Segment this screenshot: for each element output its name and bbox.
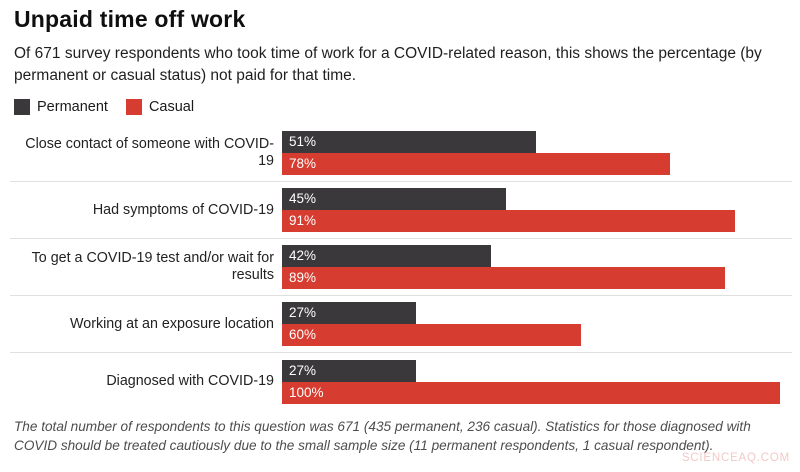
chart-subtitle: Of 671 survey respondents who took time … bbox=[14, 45, 762, 84]
watermark: SCIENCEAQ.COM bbox=[681, 452, 790, 464]
chart-row: Diagnosed with COVID-19 27% 100% bbox=[10, 353, 792, 410]
chart-row: To get a COVID-19 test and/or wait for r… bbox=[10, 239, 792, 296]
chart-row: Working at an exposure location 27% 60% bbox=[10, 296, 792, 353]
casual-bar: 60% bbox=[282, 324, 581, 346]
legend-item-label: Permanent bbox=[37, 99, 108, 115]
permanent-bar: 51% bbox=[282, 131, 536, 153]
casual-bar: 89% bbox=[282, 267, 725, 289]
chart-legend: Permanent Casual bbox=[14, 99, 194, 115]
casual-bar: 91% bbox=[282, 210, 735, 232]
legend-item-label: Casual bbox=[148, 99, 195, 115]
casual-bar: 78% bbox=[282, 153, 670, 175]
bar-group: 45% 91% bbox=[282, 188, 782, 232]
bar-group: 27% 60% bbox=[282, 302, 782, 346]
legend-swatch-icon bbox=[14, 99, 30, 115]
legend-item: Permanent bbox=[14, 99, 108, 115]
category-label: Diagnosed with COVID-19 bbox=[106, 373, 274, 389]
legend-item: Casual bbox=[125, 99, 195, 115]
permanent-bar: 42% bbox=[282, 245, 491, 267]
chart-footnote: The total number of respondents to this … bbox=[14, 419, 751, 453]
bar-group: 27% 100% bbox=[282, 359, 782, 404]
chart-title: Unpaid time off work bbox=[14, 6, 246, 32]
casual-bar: 100% bbox=[282, 381, 780, 404]
legend-swatch-icon bbox=[125, 99, 142, 115]
chart-row: Had symptoms of COVID-19 45% 91% bbox=[10, 182, 792, 239]
permanent-bar: 45% bbox=[282, 188, 506, 210]
category-label: Working at an exposure location bbox=[70, 315, 274, 332]
permanent-bar: 27% bbox=[282, 359, 416, 382]
category-label: Close contact of someone with COVID-19 bbox=[25, 136, 274, 169]
permanent-bar: 27% bbox=[282, 302, 416, 324]
chart-row: Close contact of someone with COVID-19 5… bbox=[10, 125, 792, 182]
category-label: To get a COVID-19 test and/or wait for r… bbox=[31, 250, 274, 283]
category-label: Had symptoms of COVID-19 bbox=[92, 201, 274, 218]
bar-chart: Close contact of someone with COVID-19 5… bbox=[10, 125, 792, 410]
bar-group: 42% 89% bbox=[282, 245, 782, 289]
bar-group: 51% 78% bbox=[282, 131, 782, 175]
